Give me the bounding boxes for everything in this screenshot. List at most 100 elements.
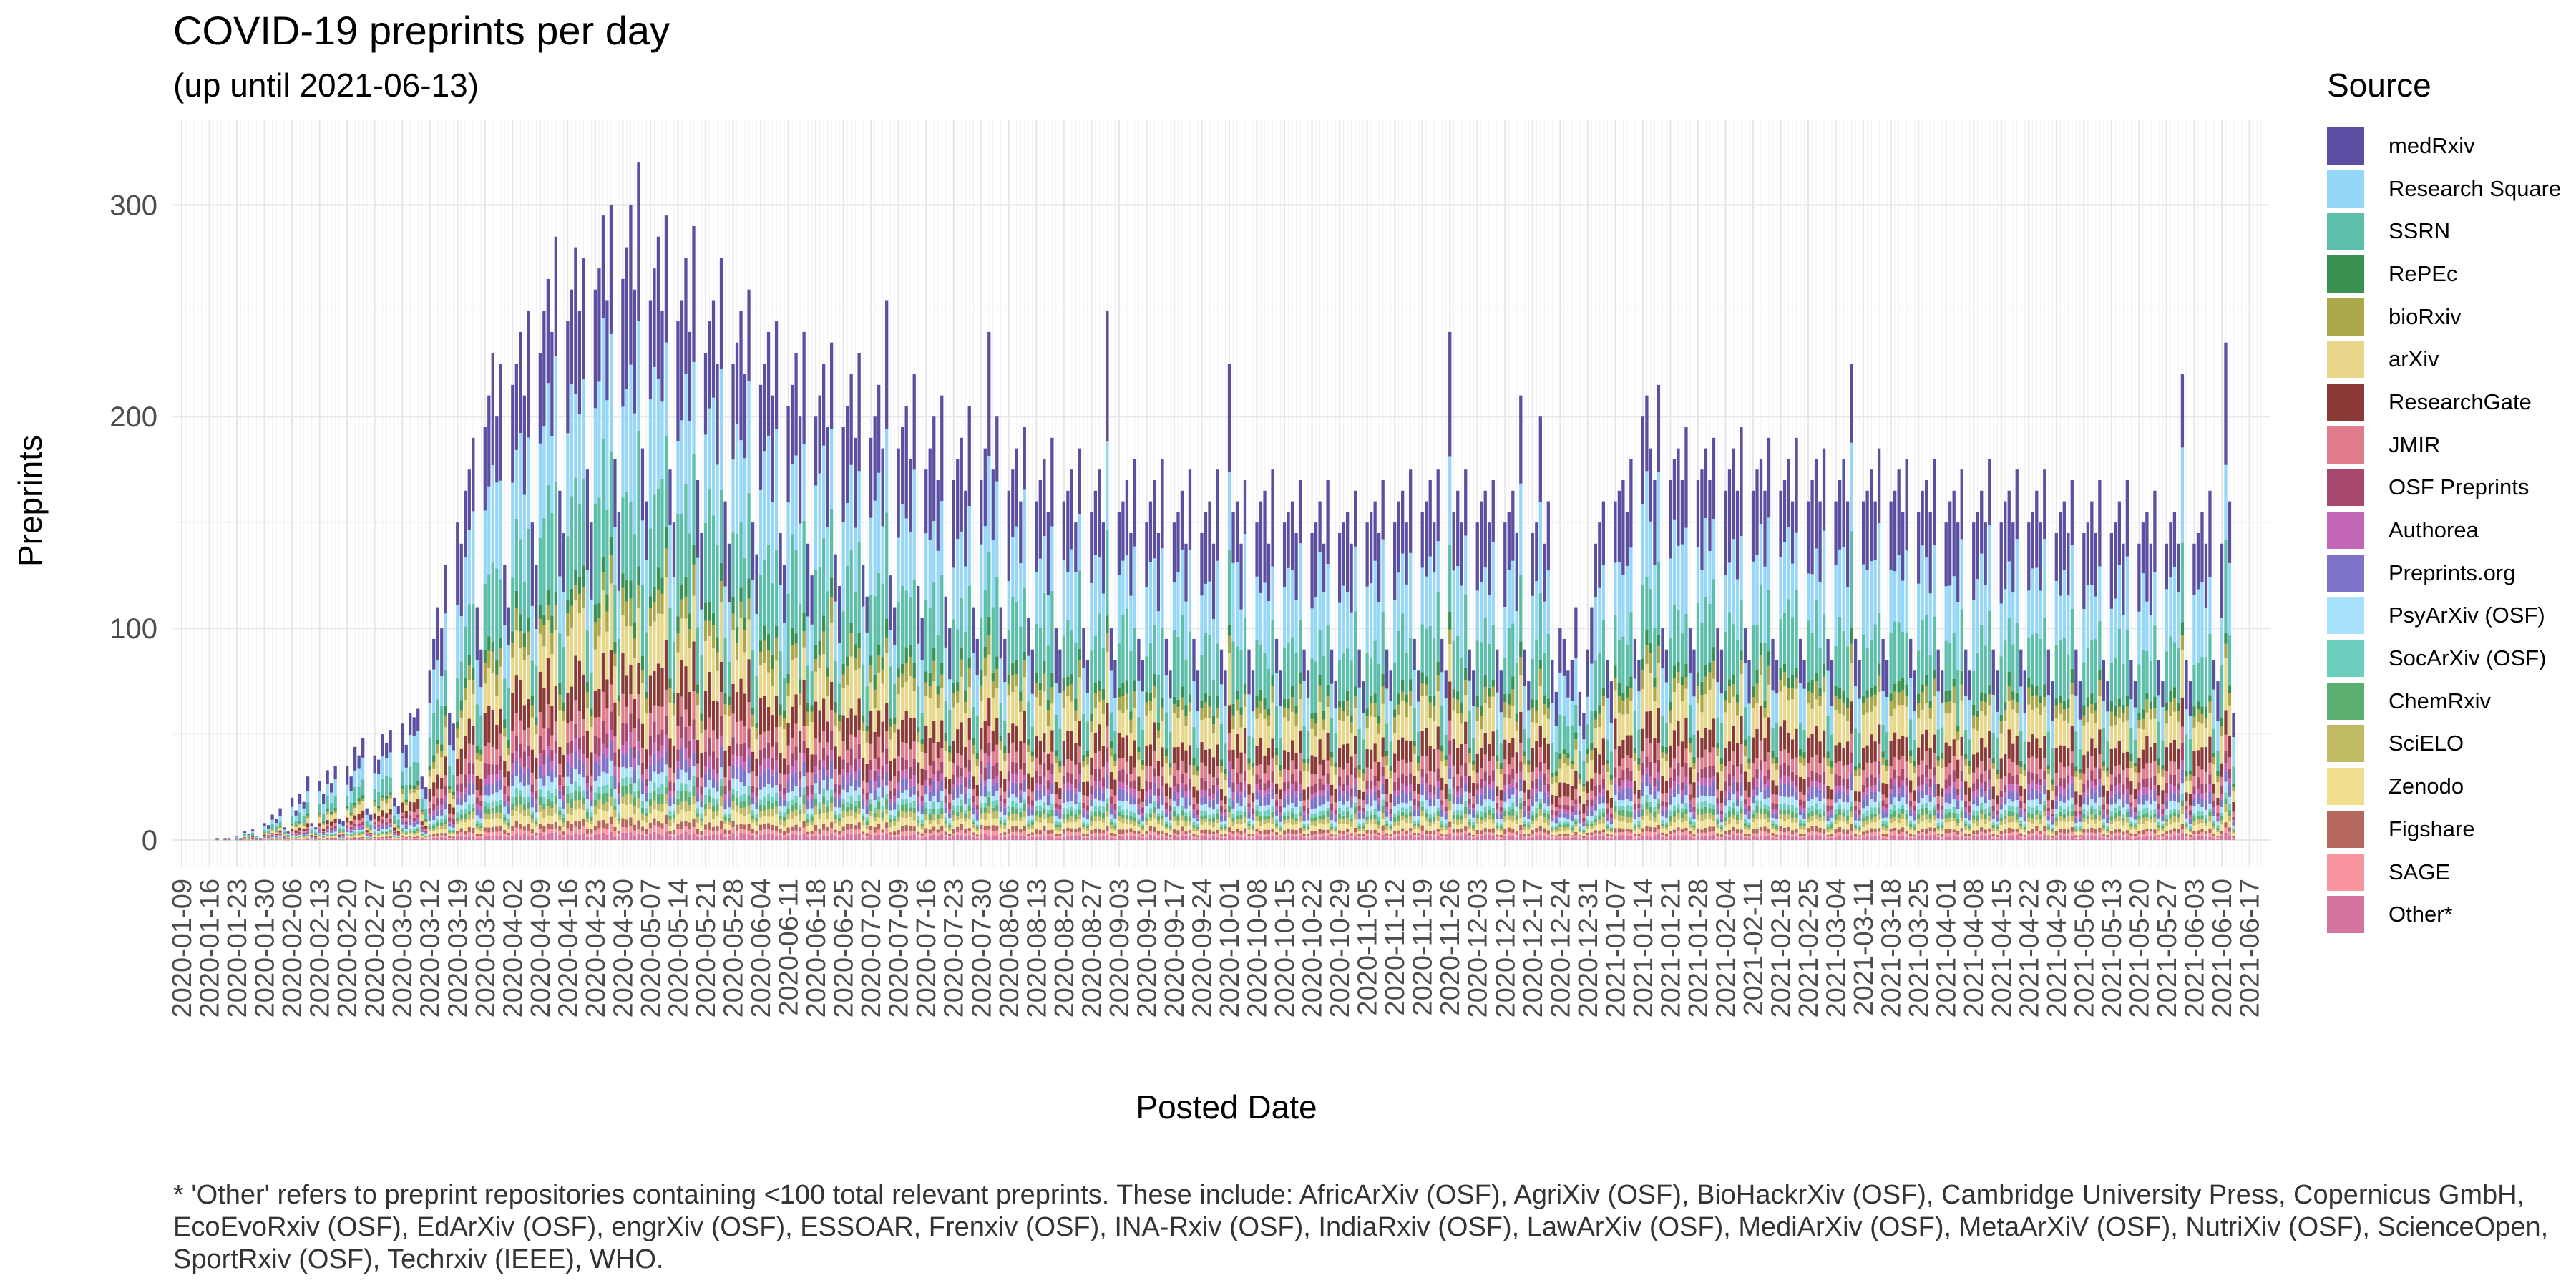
bar-segment [1101, 713, 1106, 746]
bar-segment [601, 786, 605, 794]
bar-segment [562, 826, 566, 832]
bar-segment [829, 429, 834, 509]
bar-segment [1058, 649, 1062, 693]
bar-segment [452, 795, 455, 799]
bar-segment [1015, 783, 1018, 798]
bar-segment [593, 826, 597, 831]
bar-segment [503, 678, 507, 720]
bar-segment [782, 812, 786, 817]
bar-segment [263, 823, 266, 826]
bar-segment [885, 809, 889, 815]
bar-segment [668, 836, 672, 840]
bar-segment [479, 754, 483, 762]
bar-segment [1027, 808, 1030, 816]
bar-segment [834, 832, 837, 836]
bar-segment [550, 829, 554, 833]
bar-segment [617, 797, 621, 805]
bar-segment [917, 816, 920, 821]
bar-segment [570, 740, 574, 754]
bar-segment [924, 533, 928, 600]
bar-segment [909, 831, 912, 836]
bar-segment [507, 837, 510, 840]
bar-segment [377, 759, 381, 774]
bar-segment [1015, 774, 1018, 784]
bar-segment [739, 766, 743, 783]
bar-segment [877, 796, 881, 802]
bar-segment [404, 826, 408, 829]
bar-segment [467, 782, 471, 796]
bar-segment [703, 804, 708, 809]
bar-segment [1027, 655, 1030, 702]
bar-segment [956, 729, 960, 753]
bar-segment [1023, 804, 1026, 811]
bar-segment [401, 816, 404, 819]
bar-segment [798, 786, 802, 797]
bar-segment [885, 731, 889, 749]
bar-segment [585, 836, 590, 840]
bar-segment [361, 836, 365, 839]
bar-segment [393, 834, 396, 835]
bar-segment [766, 829, 771, 834]
y-tick-label: 100 [109, 613, 157, 645]
bar-segment [495, 482, 499, 569]
bar-segment [897, 821, 900, 830]
bar-segment [723, 820, 727, 824]
bar-segment [621, 803, 625, 819]
bar-segment [885, 618, 889, 638]
bar-segment [645, 501, 648, 560]
bar-segment [739, 832, 743, 840]
bar-segment [538, 618, 542, 634]
bar-segment [1093, 708, 1098, 733]
bar-segment [983, 812, 987, 820]
bar-segment [326, 784, 329, 796]
bar-segment [558, 785, 562, 791]
x-tick-label: 2020-10-08 [1243, 879, 1273, 1018]
bar-segment [1074, 721, 1078, 743]
bar-segment [948, 779, 952, 794]
bar-segment [601, 653, 605, 692]
bar-segment [849, 785, 853, 796]
bar-segment [952, 619, 955, 683]
bar-segment [475, 797, 479, 804]
bar-segment [1078, 819, 1082, 828]
bar-segment [818, 640, 821, 655]
bar-segment [1030, 756, 1034, 762]
bar-segment [660, 794, 664, 804]
bar-segment [286, 836, 290, 837]
bar-segment [758, 789, 763, 800]
bar-segment [637, 741, 640, 751]
bar-segment [373, 836, 376, 839]
bar-segment [483, 819, 487, 828]
bar-segment [424, 839, 428, 840]
bar-segment [928, 672, 932, 687]
bar-segment [1082, 754, 1085, 762]
bar-segment [263, 826, 266, 830]
x-tick-label: 2020-12-31 [1574, 879, 1604, 1018]
bar-segment [609, 333, 613, 452]
bar-segment [794, 760, 798, 772]
bar-segment [845, 685, 849, 718]
bar-segment [845, 811, 849, 817]
bar-segment [625, 741, 629, 755]
bar-segment [810, 836, 814, 840]
bar-segment [1058, 804, 1062, 810]
bar-segment [625, 832, 629, 840]
bar-segment [640, 670, 645, 683]
bar-segment [432, 782, 436, 796]
bar-segment [1066, 801, 1070, 809]
bar-segment [826, 427, 829, 527]
bar-segment [527, 802, 530, 809]
bar-segment [396, 839, 400, 840]
bar-segment [597, 381, 601, 498]
bar-segment [452, 836, 455, 839]
bar-segment [640, 520, 645, 585]
bar-segment [621, 786, 625, 797]
bar-segment [897, 804, 900, 811]
bar-segment [625, 776, 629, 786]
bar-segment [956, 797, 960, 806]
bar-segment [479, 836, 483, 839]
bar-segment [448, 839, 452, 840]
bar-segment [459, 819, 463, 822]
bar-segment [1093, 811, 1098, 817]
bar-segment [306, 838, 310, 839]
